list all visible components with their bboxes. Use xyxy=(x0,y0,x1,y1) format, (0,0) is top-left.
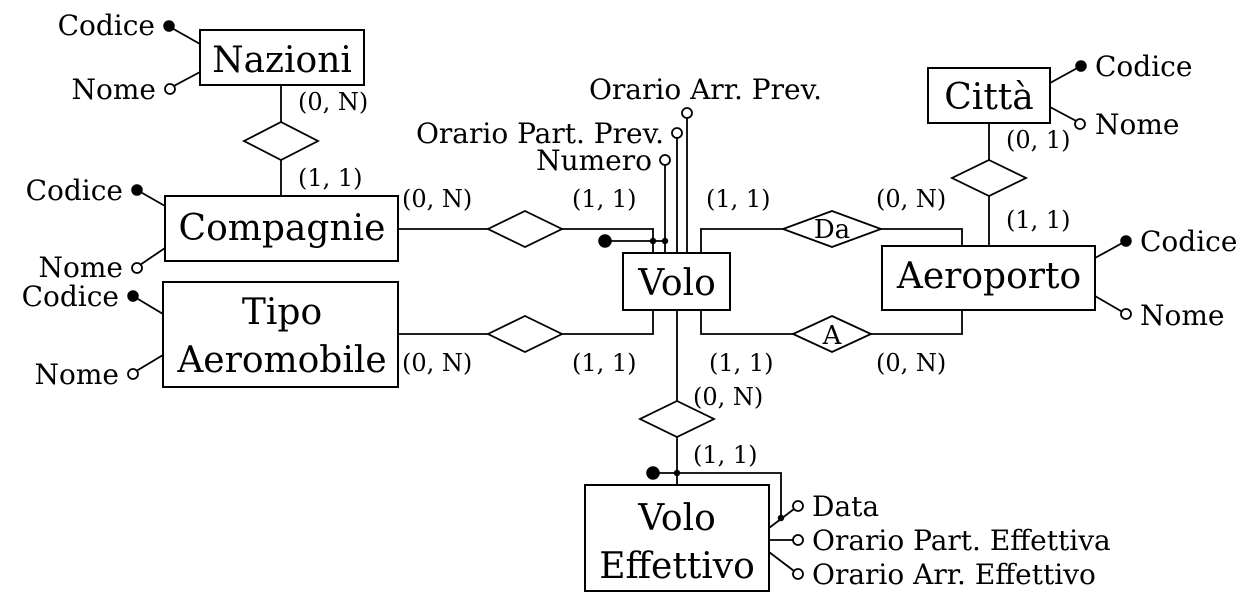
entity-volo-effettivo-label-1: Volo xyxy=(637,498,716,539)
card-nazioni-rel: (0, N) xyxy=(298,88,368,116)
identifier-dot xyxy=(1075,60,1087,72)
relationship-compagnie-volo xyxy=(485,209,565,249)
entity-aeroporto-label: Aeroporto xyxy=(896,256,1081,297)
entity-volo-label: Volo xyxy=(637,263,716,304)
relationship-da xyxy=(780,210,884,248)
card-compagnie-nazioni: (1, 1) xyxy=(298,164,363,192)
attr-volo-numero: Numero xyxy=(536,144,652,177)
identifier-dot xyxy=(1120,235,1132,247)
entity-volo-effettivo-label-2: Effettivo xyxy=(599,546,755,587)
attribute-dot xyxy=(1074,118,1086,130)
attr-compagnie-nome: Nome xyxy=(39,251,123,284)
card-aeroporto-da: (0, N) xyxy=(876,185,946,213)
card-volo-a: (1, 1) xyxy=(709,349,774,377)
attr-voloeff-orario-arr: Orario Arr. Effettivo xyxy=(812,558,1096,591)
relationship-a-label: A xyxy=(822,321,843,351)
attribute-dot xyxy=(127,368,139,380)
junction-dot xyxy=(673,469,681,477)
entity-citta-label: Città xyxy=(944,77,1033,118)
identifier-dot xyxy=(646,466,660,480)
attribute-dot xyxy=(659,154,671,166)
relationship-nazioni-compagnie xyxy=(242,120,320,162)
attr-aeroporto-codice: Codice xyxy=(1140,225,1237,258)
attr-tipo-codice: Codice xyxy=(22,280,119,313)
card-aeroporto-a: (0, N) xyxy=(876,349,946,377)
card-volo-compagnie: (1, 1) xyxy=(572,185,637,213)
attr-citta-codice: Codice xyxy=(1095,50,1192,83)
junction-dot xyxy=(777,514,785,522)
entity-citta: Città xyxy=(927,67,1051,124)
card-citta-rel: (0, 1) xyxy=(1006,126,1071,154)
relationship-da-label: Da xyxy=(814,215,850,245)
attribute-dot xyxy=(681,107,693,119)
card-volo-da: (1, 1) xyxy=(706,185,771,213)
attribute-dot xyxy=(792,568,804,580)
attribute-dot xyxy=(792,500,804,512)
relationship-tipo-volo xyxy=(485,314,565,354)
attr-voloeff-data: Data xyxy=(812,490,879,523)
attribute-dot xyxy=(164,83,176,95)
entity-nazioni: Nazioni xyxy=(199,29,365,86)
entity-volo: Volo xyxy=(622,252,731,311)
entity-aeroporto: Aeroporto xyxy=(881,245,1096,311)
attr-citta-nome: Nome xyxy=(1095,108,1179,141)
attribute-dot xyxy=(792,534,804,546)
identifier-dot xyxy=(598,234,612,248)
identifier-dot xyxy=(131,184,143,196)
attr-tipo-nome: Nome xyxy=(35,358,119,391)
relationship-citta-aeroporto xyxy=(949,158,1029,198)
attribute-dot xyxy=(131,262,143,274)
entity-tipo-aeromobile-label-1: Tipo xyxy=(242,292,322,333)
identifier-dot xyxy=(163,20,175,32)
attribute-markers xyxy=(127,20,1132,580)
attr-nazioni-nome: Nome xyxy=(72,73,156,106)
junction-dot xyxy=(661,237,669,245)
attribute-dot xyxy=(1120,308,1132,320)
attr-nazioni-codice: Codice xyxy=(58,9,155,42)
entity-tipo-aeromobile: Tipo Aeromobile xyxy=(162,281,399,388)
attr-voloeff-orario-part: Orario Part. Effettiva xyxy=(812,524,1111,557)
entity-compagnie-label: Compagnie xyxy=(179,208,386,249)
attr-volo-orario-arr: Orario Arr. Prev. xyxy=(589,73,822,106)
identifier-dot xyxy=(127,290,139,302)
card-volo-voloeff: (0, N) xyxy=(693,383,763,411)
entity-volo-effettivo: Volo Effettivo xyxy=(584,484,770,592)
attr-volo-orario-part: Orario Part. Prev. xyxy=(416,117,664,150)
relationship-volo-voloeffettivo xyxy=(637,399,717,439)
card-aeroporto-citta: (1, 1) xyxy=(1006,206,1071,234)
attribute-dot xyxy=(671,127,683,139)
card-compagnie-volo: (0, N) xyxy=(402,185,472,213)
card-voloeff-volo: (1, 1) xyxy=(693,441,758,469)
relationship-a xyxy=(790,315,874,353)
attr-aeroporto-nome: Nome xyxy=(1140,299,1224,332)
card-tipo-volo: (0, N) xyxy=(402,349,472,377)
card-volo-tipo: (1, 1) xyxy=(572,349,637,377)
entity-nazioni-label: Nazioni xyxy=(212,40,352,81)
attr-compagnie-codice: Codice xyxy=(26,174,123,207)
entity-compagnie: Compagnie xyxy=(164,195,399,262)
entity-tipo-aeromobile-label-2: Aeromobile xyxy=(176,340,386,381)
junction-dot xyxy=(649,237,657,245)
